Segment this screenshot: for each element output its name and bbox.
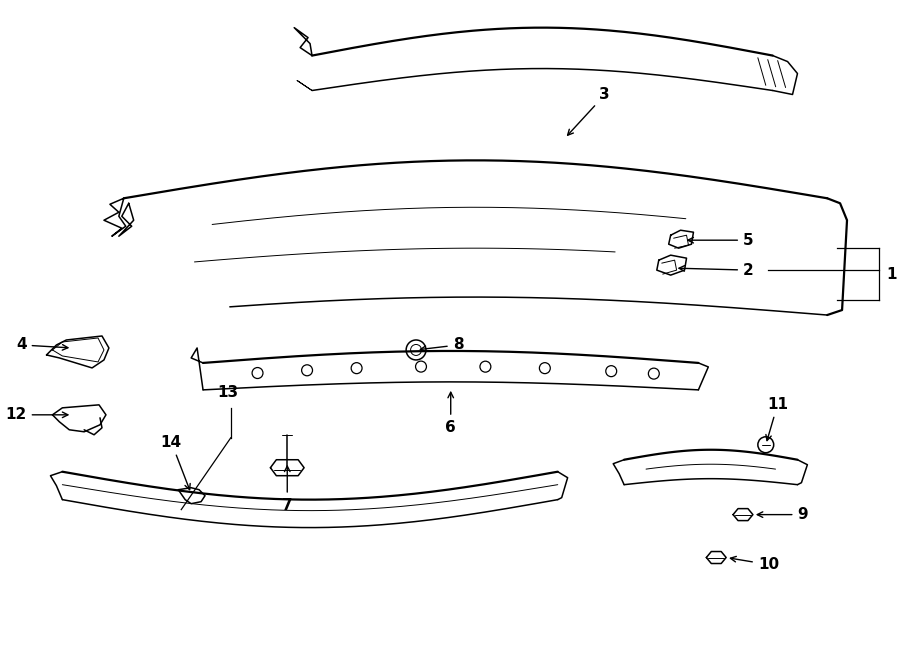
Text: 6: 6 (446, 392, 456, 435)
Text: 14: 14 (161, 435, 190, 490)
Text: 11: 11 (766, 397, 788, 441)
Text: 1: 1 (886, 266, 897, 282)
Text: 5: 5 (688, 233, 753, 248)
Text: 4: 4 (16, 338, 68, 352)
Text: 12: 12 (5, 407, 68, 422)
Text: 10: 10 (731, 557, 779, 572)
Text: 7: 7 (282, 466, 292, 513)
Text: 9: 9 (757, 507, 808, 522)
Text: 8: 8 (420, 338, 464, 352)
Text: 13: 13 (217, 385, 239, 400)
Text: 2: 2 (679, 262, 753, 278)
Text: 3: 3 (568, 87, 610, 136)
